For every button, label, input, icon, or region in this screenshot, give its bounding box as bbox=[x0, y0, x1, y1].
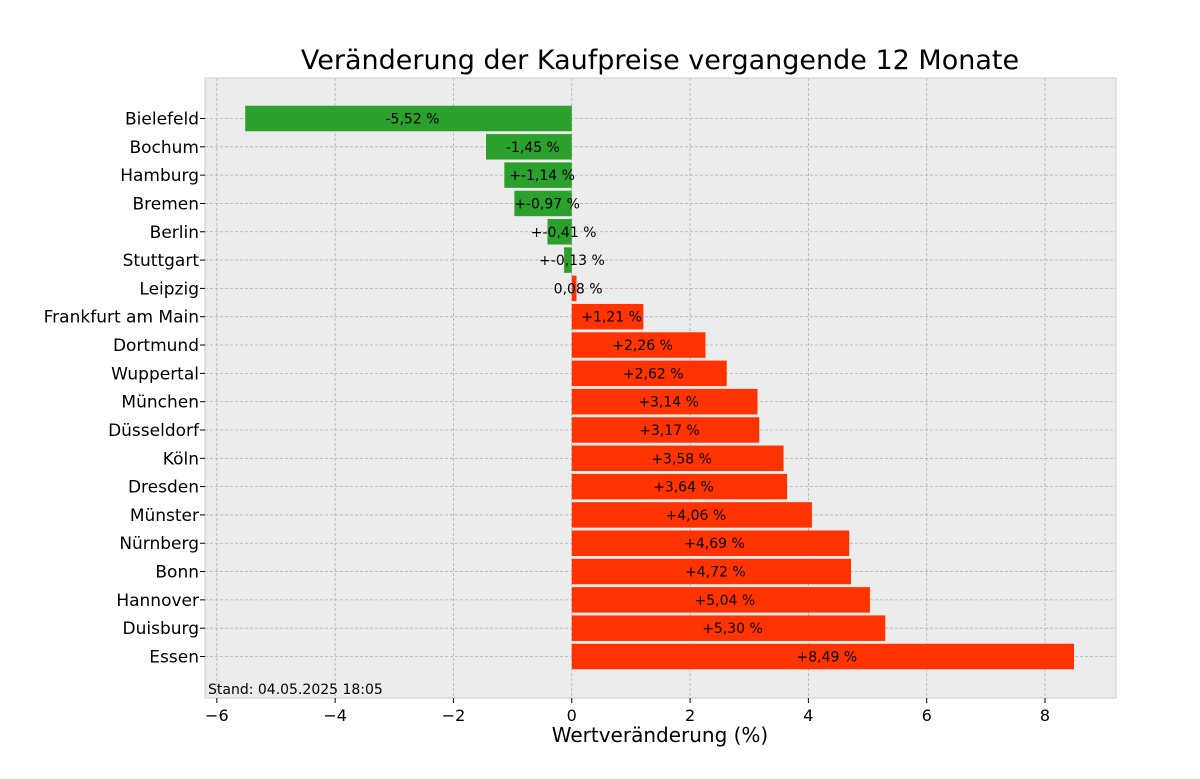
bar bbox=[514, 190, 572, 217]
bar bbox=[571, 332, 706, 358]
y-tick-label: Essen bbox=[149, 648, 199, 668]
bar-value-label: +3,17 % bbox=[639, 423, 700, 439]
x-tick-label: 6 bbox=[922, 706, 932, 725]
bar bbox=[571, 275, 577, 302]
bar-value-label: -5,52 % bbox=[386, 112, 440, 128]
x-tick-label: −2 bbox=[442, 706, 466, 725]
y-tick-label: Dortmund bbox=[113, 336, 199, 356]
bar bbox=[485, 134, 572, 160]
bar-value-label: +1,21 % bbox=[581, 310, 642, 326]
y-tick-label: Hannover bbox=[116, 591, 199, 611]
bar-value-labels: -5,52 % -1,45 % +-1,14 % +-0,97 % +-0,41 % +-… bbox=[386, 112, 858, 666]
x-tick-label: −6 bbox=[205, 706, 229, 725]
y-tick-label: Bochum bbox=[129, 138, 199, 158]
bar bbox=[564, 247, 572, 273]
y-tick-label: Hamburg bbox=[120, 166, 199, 186]
bar bbox=[571, 587, 870, 613]
x-tick-label: 2 bbox=[685, 706, 695, 725]
bar-value-label: +4,72 % bbox=[685, 565, 746, 581]
footnote: Stand: 04.05.2025 18:05 bbox=[208, 682, 383, 698]
bar-value-label: +-0,41 % bbox=[531, 225, 597, 241]
bar-value-label: +-1,14 % bbox=[509, 168, 575, 184]
bar-value-label: +3,64 % bbox=[653, 480, 714, 496]
y-tick-label: Stuttgart bbox=[123, 251, 200, 271]
y-tick-label: Köln bbox=[163, 449, 199, 469]
y-tick-label: Leipzig bbox=[139, 279, 199, 299]
bar-value-label: +4,69 % bbox=[684, 536, 745, 552]
y-axis-ticks: Bielefeld Bochum Hamburg Bremen Berlin Stuttg… bbox=[44, 110, 205, 668]
plot-frame bbox=[204, 77, 1117, 699]
bar-value-label: +-0,97 % bbox=[514, 196, 580, 212]
y-tick-label: Frankfurt am Main bbox=[44, 308, 199, 328]
y-tick-label: Bremen bbox=[132, 194, 199, 214]
bar bbox=[571, 502, 812, 528]
bar bbox=[571, 530, 850, 556]
bar-value-label: +5,30 % bbox=[702, 621, 763, 637]
bar bbox=[571, 360, 727, 387]
bar-value-label: +-0,13 % bbox=[539, 253, 605, 269]
y-tick-label: Wuppertal bbox=[111, 364, 199, 384]
bar bbox=[571, 445, 784, 472]
bar-value-label: +4,06 % bbox=[666, 508, 727, 524]
bars bbox=[245, 105, 1074, 670]
y-tick-label: München bbox=[121, 393, 199, 413]
x-axis-label: Wertveränderung (%) bbox=[552, 723, 769, 747]
bar-value-label: -1,45 % bbox=[506, 140, 560, 156]
x-tick-label: −4 bbox=[323, 706, 347, 725]
bar bbox=[571, 615, 886, 641]
bar bbox=[571, 417, 760, 443]
y-tick-label: Duisburg bbox=[123, 619, 200, 639]
bar bbox=[571, 558, 851, 585]
bar bbox=[245, 105, 572, 132]
y-tick-label: Düsseldorf bbox=[108, 421, 200, 441]
bar bbox=[571, 388, 758, 415]
bar-value-label: +2,62 % bbox=[623, 366, 684, 382]
bar-value-label: +8,49 % bbox=[797, 650, 858, 666]
bar-value-label: +3,14 % bbox=[638, 395, 699, 411]
bar-value-label: 0,08 % bbox=[554, 281, 603, 297]
bar bbox=[547, 219, 572, 245]
bar-value-label: +5,04 % bbox=[695, 593, 756, 609]
bar bbox=[571, 643, 1074, 670]
x-axis-ticks: −6 −4 −2 0 2 4 6 8 bbox=[205, 698, 1050, 725]
y-tick-label: Dresden bbox=[128, 478, 199, 498]
x-tick-label: 8 bbox=[1040, 706, 1050, 725]
x-tick-label: 0 bbox=[567, 706, 577, 725]
x-tick-label: 4 bbox=[803, 706, 813, 725]
y-tick-label: Berlin bbox=[150, 223, 199, 243]
bar-value-label: +2,26 % bbox=[612, 338, 673, 354]
y-tick-label: Bielefeld bbox=[125, 110, 199, 130]
bar-value-label: +3,58 % bbox=[651, 451, 712, 467]
bar bbox=[571, 473, 788, 500]
y-tick-label: Nürnberg bbox=[119, 534, 199, 554]
y-tick-label: Bonn bbox=[155, 563, 199, 583]
y-tick-label: Münster bbox=[130, 506, 199, 526]
bar bbox=[504, 162, 572, 188]
chart-title: Veränderung der Kaufpreise vergangende 1… bbox=[301, 45, 1019, 76]
bar bbox=[571, 303, 644, 330]
